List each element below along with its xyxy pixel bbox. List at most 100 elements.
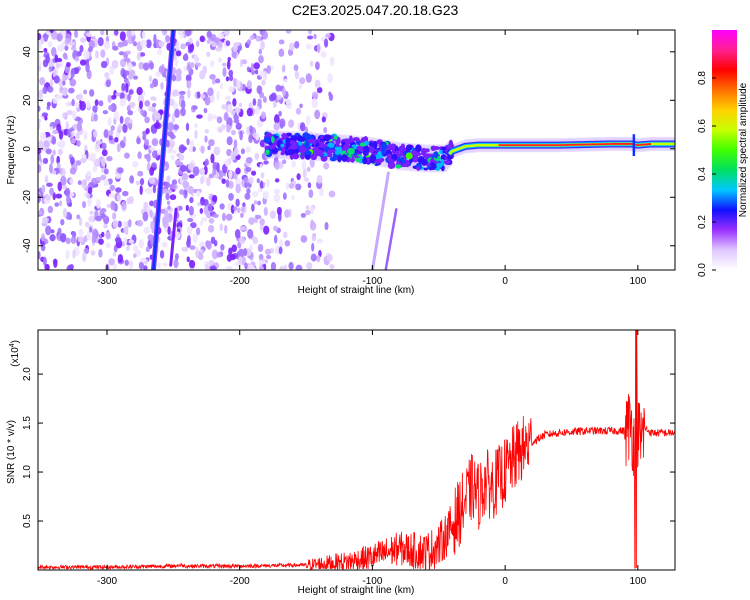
y-tick-label: -20 — [22, 190, 33, 205]
signal-blob — [337, 155, 342, 163]
noise-blob — [216, 116, 223, 124]
noise-blob — [142, 211, 149, 222]
noise-blob — [316, 255, 321, 263]
noise-blob — [127, 110, 134, 116]
noise-blob — [295, 107, 302, 115]
noise-blob — [175, 74, 182, 82]
signal-blob — [289, 140, 296, 144]
noise-blob — [257, 200, 262, 206]
spectral-streak — [152, 30, 175, 270]
noise-blob — [71, 98, 75, 107]
noise-blob — [311, 242, 315, 252]
noise-blob — [159, 208, 166, 214]
noise-blob — [272, 101, 277, 108]
noise-blob — [45, 30, 51, 33]
noise-blob — [200, 145, 205, 154]
noise-blob — [307, 182, 312, 189]
signal-blob — [318, 141, 325, 149]
spectrogram-heatmap — [38, 30, 675, 270]
noise-blob — [122, 190, 129, 197]
noise-blob — [119, 92, 125, 100]
noise-blob — [49, 78, 54, 87]
noise-blob — [151, 150, 159, 159]
noise-blob — [186, 225, 193, 236]
noise-blob — [254, 152, 260, 161]
noise-blob — [44, 115, 48, 121]
x-tick-label: -100 — [362, 576, 382, 587]
noise-blob — [56, 155, 60, 165]
noise-blob — [223, 111, 229, 122]
noise-blob — [204, 96, 211, 106]
noise-blob — [80, 179, 88, 189]
noise-blob — [188, 260, 196, 269]
snr-x-axis: -300 -200 -100 0 100 — [97, 330, 647, 587]
noise-blob — [127, 93, 131, 102]
noise-blob — [308, 30, 312, 35]
noise-blob — [211, 78, 216, 85]
signal-blob — [362, 157, 368, 165]
noise-blob — [279, 120, 284, 129]
noise-blob — [265, 254, 272, 260]
noise-blob — [69, 167, 77, 175]
noise-blob — [255, 214, 262, 220]
noise-blob — [138, 261, 145, 270]
signal-blob — [298, 136, 306, 142]
noise-blob — [157, 49, 163, 56]
noise-blob — [189, 245, 196, 250]
noise-blob — [66, 110, 73, 116]
noise-blob — [128, 69, 136, 77]
noise-blob — [89, 89, 95, 97]
noise-blob — [276, 206, 282, 216]
noise-blob — [204, 263, 209, 270]
noise-blob — [225, 213, 233, 221]
spectrogram-x-label: Height of straight line (km) — [298, 285, 415, 296]
noise-blob — [212, 161, 217, 172]
noise-blob — [83, 130, 88, 141]
noise-blob — [41, 184, 46, 194]
noise-blob — [92, 130, 98, 138]
noise-blob — [273, 114, 280, 124]
noise-blob — [172, 149, 177, 155]
noise-blob — [311, 98, 318, 108]
noise-blob — [108, 193, 115, 199]
noise-blob — [112, 45, 119, 51]
noise-blob — [199, 35, 205, 43]
noise-blob — [146, 186, 153, 195]
noise-blob — [62, 112, 67, 119]
noise-blob — [223, 30, 230, 37]
noise-blob — [105, 242, 111, 249]
noise-blob — [328, 190, 336, 198]
noise-blob — [204, 158, 209, 166]
noise-blob — [143, 226, 151, 235]
noise-blob — [127, 62, 133, 72]
signal-blob — [380, 142, 388, 151]
noise-blob — [123, 226, 128, 234]
noise-blob — [201, 216, 208, 222]
noise-blob — [208, 218, 215, 224]
noise-blob — [38, 42, 42, 51]
noise-blob — [195, 40, 200, 48]
noise-blob — [87, 186, 93, 195]
noise-blob — [149, 200, 155, 207]
noise-blob — [306, 35, 314, 40]
noise-blob — [185, 41, 191, 47]
noise-blob — [232, 98, 237, 107]
y-tick-label: 1.5 — [22, 416, 33, 430]
signal-blob — [346, 138, 354, 143]
noise-blob — [167, 226, 171, 235]
noise-blob — [244, 192, 251, 200]
colorbar-axis: 0.0 0.2 0.4 0.6 0.8 — [697, 71, 716, 277]
noise-blob — [103, 223, 108, 229]
noise-blob — [188, 185, 194, 195]
noise-blob — [91, 228, 99, 238]
noise-blob — [194, 123, 198, 129]
noise-blob — [38, 193, 42, 204]
noise-blob — [204, 135, 208, 143]
noise-blob — [166, 175, 171, 183]
noise-blob — [236, 79, 241, 90]
noise-blob — [259, 70, 265, 78]
noise-blob — [42, 256, 47, 267]
noise-blob — [309, 60, 314, 67]
colorbar-label: Normalized spectral amplitude — [738, 82, 749, 217]
noise-blob — [65, 61, 71, 68]
